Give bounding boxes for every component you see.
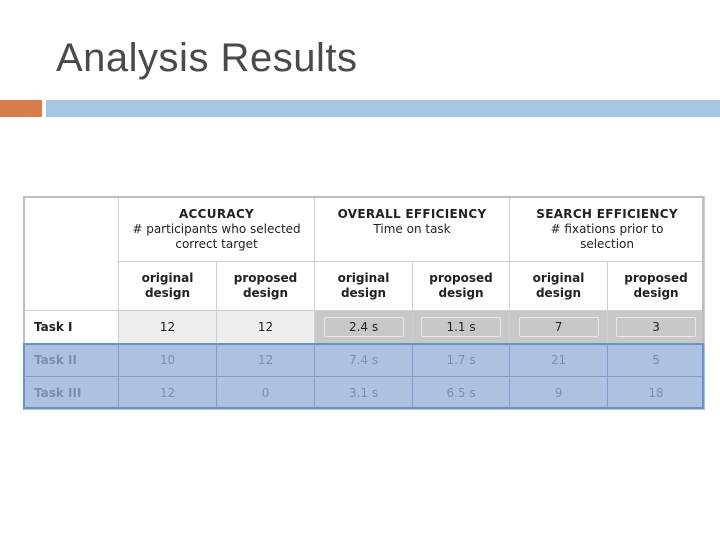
group-header-overall-efficiency: OVERALL EFFICIENCY Time on task (314, 196, 511, 262)
sub-header-cell: original design (509, 261, 609, 311)
analysis-results-table: ACCURACY # participants who selected cor… (23, 196, 706, 410)
title-underline-bar (46, 100, 720, 117)
group-subtitle: correct target (175, 236, 258, 251)
sub-header-cell: original design (314, 261, 414, 311)
row-label: Task I (23, 310, 119, 344)
table-cell: 3 (607, 310, 706, 344)
group-subtitle: selection (580, 236, 634, 251)
table-cell: 1.1 s (412, 310, 511, 344)
table-cell: 1.7 s (412, 343, 511, 377)
table-cell: 5 (607, 343, 706, 377)
sub-header-cell: proposed design (607, 261, 706, 311)
table-cell: 10 (118, 343, 217, 377)
group-header-search-efficiency: SEARCH EFFICIENCY # fixations prior to s… (509, 196, 706, 262)
table-cell: 6.5 s (412, 376, 511, 410)
table-cell: 12 (118, 310, 217, 344)
table-row-task-3: Task III 12 0 3.1 s 6.5 s 9 18 (23, 376, 706, 410)
table-cell: 7.4 s (314, 343, 414, 377)
table-cell: 9 (509, 376, 609, 410)
group-header-accuracy: ACCURACY # participants who selected cor… (117, 196, 316, 262)
row-label: Task II (23, 343, 119, 377)
table-cell: 7 (509, 310, 609, 344)
table-cell: 12 (215, 310, 316, 344)
group-header-row: ACCURACY # participants who selected cor… (23, 196, 706, 311)
group-title: SEARCH EFFICIENCY (536, 206, 678, 221)
slide-title: Analysis Results (56, 36, 358, 80)
sub-header-cell: original design (118, 261, 217, 311)
table-row-task-2: Task II 10 12 7.4 s 1.7 s 21 5 (23, 343, 706, 377)
table-cell: 18 (607, 376, 706, 410)
table-cell: 2.4 s (314, 310, 414, 344)
table-cell: 3.1 s (314, 376, 414, 410)
table-cell: 12 (118, 376, 217, 410)
sub-header-cell: proposed design (215, 261, 316, 311)
corner-cell (23, 196, 119, 311)
group-subtitle (410, 237, 414, 251)
results-table-container: ACCURACY # participants who selected cor… (23, 196, 706, 410)
sub-header-row: original design proposed design original de… (24, 261, 706, 311)
table-cell: 21 (509, 343, 609, 377)
sub-header-cell: proposed design (412, 261, 511, 311)
table-cell: 12 (215, 343, 316, 377)
group-title: OVERALL EFFICIENCY (337, 206, 487, 221)
group-subtitle: Time on task (373, 221, 451, 236)
group-subtitle: # fixations prior to (550, 221, 664, 236)
group-title: ACCURACY (178, 206, 255, 221)
group-subtitle: # participants who selected (132, 221, 301, 236)
row-label: Task III (23, 376, 119, 410)
table-cell: 0 (215, 376, 316, 410)
table-row-task-1: Task I 12 12 2.4 s 1.1 s 7 3 (23, 310, 706, 344)
title-accent-bar (0, 100, 42, 117)
